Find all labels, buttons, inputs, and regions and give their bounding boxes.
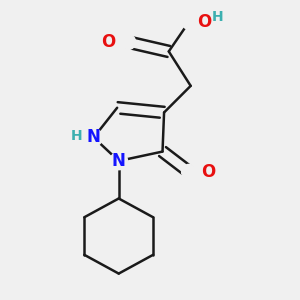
Circle shape [182, 14, 196, 29]
Circle shape [182, 164, 196, 179]
Text: N: N [87, 128, 100, 146]
Text: O: O [202, 163, 216, 181]
Text: N: N [112, 152, 126, 170]
Circle shape [121, 34, 136, 50]
Text: O: O [197, 13, 211, 31]
Circle shape [110, 152, 128, 170]
Text: H: H [71, 129, 82, 143]
Circle shape [85, 129, 102, 146]
Text: O: O [101, 33, 116, 51]
Text: H: H [212, 10, 223, 24]
